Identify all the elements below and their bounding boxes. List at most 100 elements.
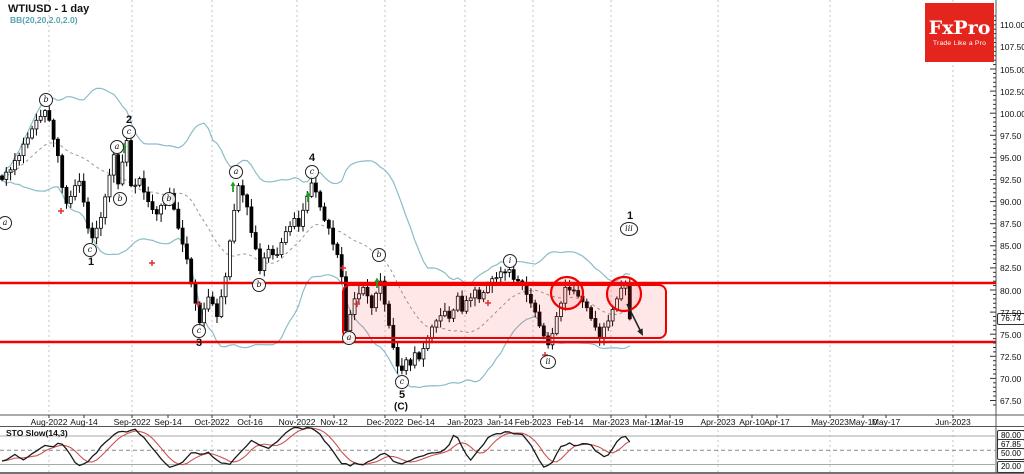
price-axis-label: 77.50 bbox=[1000, 307, 1022, 318]
time-axis-label: Mar-2023 bbox=[592, 417, 630, 427]
candle-body bbox=[159, 205, 164, 215]
wave-circle-label-c: c bbox=[395, 375, 409, 389]
candle-body bbox=[399, 365, 404, 371]
candle-body bbox=[73, 185, 77, 197]
price-axis-label: 82.50 bbox=[1000, 263, 1022, 274]
candle-body bbox=[550, 333, 555, 346]
candle-body bbox=[554, 316, 559, 335]
candle-body bbox=[318, 191, 323, 208]
price-axis-label: 110.00 bbox=[1000, 20, 1024, 31]
candle-body bbox=[249, 206, 254, 233]
candle-body bbox=[236, 185, 241, 211]
candle-body bbox=[262, 257, 267, 271]
candle-body bbox=[395, 347, 400, 367]
time-axis-label: Nov-2022 bbox=[278, 417, 316, 427]
candle-body bbox=[404, 359, 409, 371]
time-axis-label: Jun-2023 bbox=[935, 417, 971, 427]
candle-body bbox=[498, 271, 503, 279]
candle-body bbox=[447, 310, 452, 319]
wave-circle-label-ii: ii bbox=[540, 355, 556, 369]
candle-body bbox=[38, 115, 43, 121]
candle-body bbox=[266, 248, 271, 259]
candle-body bbox=[154, 209, 159, 215]
price-axis-label: 87.50 bbox=[1000, 219, 1022, 230]
wave-circle-label-i: i bbox=[503, 254, 517, 268]
candle-body bbox=[455, 295, 460, 311]
candle-body bbox=[438, 315, 443, 322]
candle-body bbox=[563, 286, 568, 304]
candle-body bbox=[421, 348, 426, 360]
wave-circle-label-a: a bbox=[110, 140, 124, 154]
time-axis-label: Dec-2022 bbox=[366, 417, 404, 427]
candle-body bbox=[219, 296, 224, 317]
candle-body bbox=[146, 191, 151, 203]
candle-body bbox=[21, 143, 26, 157]
candle-body bbox=[133, 184, 138, 187]
candle-body bbox=[344, 276, 348, 332]
candle-body bbox=[451, 309, 456, 319]
fxpro-logo: FxPro Trade Like a Pro bbox=[925, 3, 994, 62]
candle-body bbox=[4, 171, 9, 180]
wave-circle-label-b: b bbox=[252, 278, 266, 292]
candle-body bbox=[387, 303, 391, 326]
candle-body bbox=[425, 338, 430, 349]
time-axis-label: Aug-2022 bbox=[30, 417, 68, 427]
time-axis-label: Mar-19 bbox=[656, 417, 684, 427]
time-axis-label: Aug-14 bbox=[70, 417, 98, 427]
candle-body bbox=[477, 289, 482, 300]
candle-body bbox=[215, 303, 219, 317]
candle-body bbox=[584, 301, 589, 309]
price-axis-label: 107.50 bbox=[1000, 42, 1024, 53]
candle-body bbox=[86, 201, 90, 229]
candle-body bbox=[326, 219, 331, 229]
wave-circle-label-c: c bbox=[83, 243, 97, 257]
candle-body bbox=[176, 208, 181, 229]
price-axis-label: 102.50 bbox=[1000, 86, 1024, 97]
candle-body bbox=[0, 175, 4, 180]
candle-body bbox=[240, 185, 245, 196]
candle-body bbox=[150, 201, 155, 210]
wave-circle-label-b: b bbox=[113, 192, 127, 206]
price-axis-label: 97.50 bbox=[1000, 130, 1022, 141]
candle-body bbox=[442, 310, 447, 317]
price-axis-label: 100.00 bbox=[1000, 108, 1024, 119]
candle-body bbox=[129, 140, 133, 187]
candle-body bbox=[253, 232, 258, 250]
candle-body bbox=[348, 314, 353, 332]
candle-body bbox=[313, 182, 318, 193]
candle-body bbox=[275, 254, 280, 257]
wave-circle-label-iii: iii bbox=[620, 222, 638, 236]
price-axis-label: 70.00 bbox=[1000, 373, 1022, 384]
price-axis-label: 67.50 bbox=[1000, 396, 1022, 406]
candle-body bbox=[374, 292, 379, 309]
candle-body bbox=[141, 178, 146, 193]
buy-arrow-icon bbox=[230, 181, 236, 186]
wave-circle-label-a: a bbox=[0, 216, 12, 230]
candle-body bbox=[25, 137, 30, 145]
candle-body bbox=[511, 269, 516, 280]
candle-body bbox=[270, 248, 275, 256]
candle-body bbox=[331, 227, 336, 245]
candle-body bbox=[309, 182, 314, 197]
candle-body bbox=[180, 227, 185, 245]
time-axis-label: Apr-17 bbox=[764, 417, 790, 427]
wave-number-label: (C) bbox=[394, 401, 408, 413]
candle-body bbox=[537, 311, 542, 327]
candle-body bbox=[382, 280, 387, 305]
wave-circle-label-c: c bbox=[192, 324, 206, 338]
candle-body bbox=[417, 352, 422, 360]
candle-body bbox=[481, 292, 486, 300]
candle-body bbox=[34, 119, 39, 130]
candle-body bbox=[81, 180, 86, 203]
stochastic-main-line bbox=[1, 426, 631, 469]
bollinger-lower-band bbox=[1, 179, 631, 389]
price-axis-label: 90.00 bbox=[1000, 197, 1022, 208]
candle-body bbox=[12, 160, 17, 171]
time-axis-label: Nov-12 bbox=[320, 417, 348, 427]
candle-body bbox=[589, 307, 593, 319]
candle-body bbox=[378, 280, 383, 294]
candle-body bbox=[90, 227, 95, 239]
price-axis-label: 95.00 bbox=[1000, 152, 1022, 163]
